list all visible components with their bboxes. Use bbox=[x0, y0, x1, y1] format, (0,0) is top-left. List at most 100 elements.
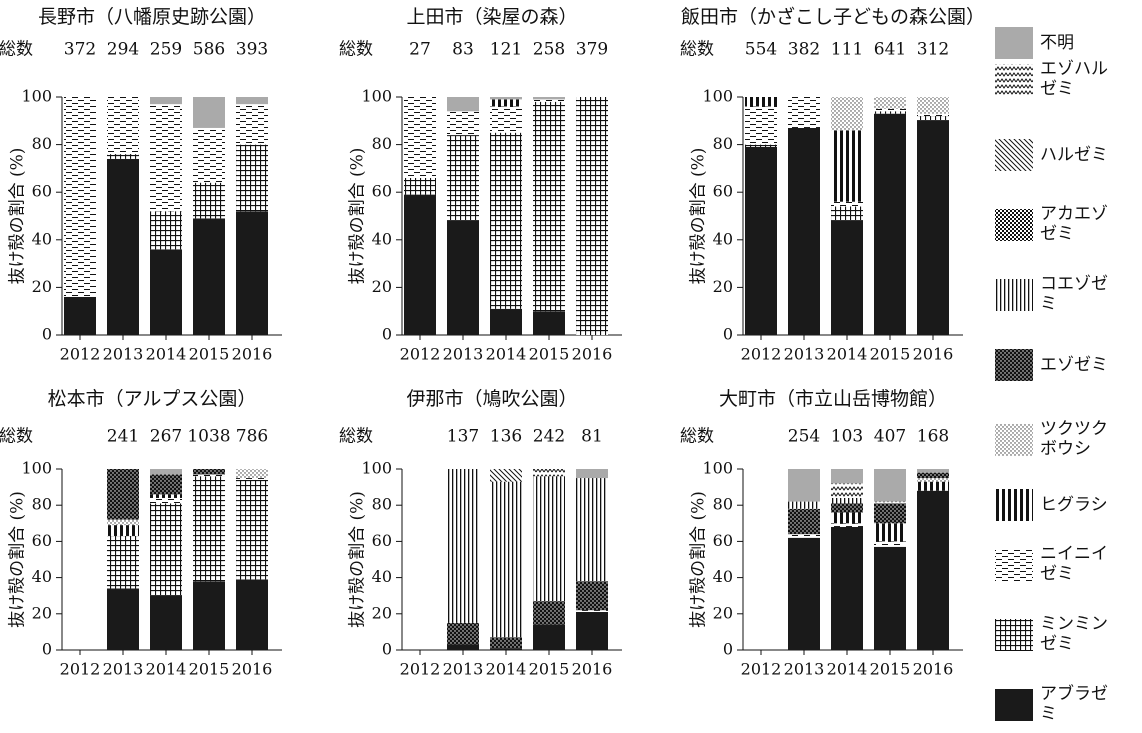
bar-segment bbox=[533, 624, 565, 650]
y-tick-label: 20 bbox=[713, 277, 733, 296]
x-tick-label: 2012 bbox=[60, 345, 101, 364]
legend-label: ヒグラシ bbox=[1040, 495, 1108, 515]
bar-segment bbox=[107, 469, 139, 520]
y-tick-label: 80 bbox=[372, 134, 392, 153]
total-value: 136 bbox=[490, 427, 522, 447]
x-tick-label: 2014 bbox=[146, 660, 187, 679]
bar-segment bbox=[874, 503, 906, 524]
bar-segment bbox=[236, 97, 268, 105]
bar-segment bbox=[193, 182, 225, 219]
total-value: 372 bbox=[64, 40, 96, 60]
y-tick-label: 0 bbox=[382, 640, 392, 659]
legend-label-box: エゾゼミ bbox=[1040, 355, 1108, 375]
x-tick-label: 2016 bbox=[913, 660, 954, 679]
y-tick-label: 60 bbox=[32, 182, 52, 201]
total-value: 267 bbox=[150, 427, 182, 447]
chart-title: 飯田市（かざこし子どもの森公園） bbox=[681, 5, 985, 28]
bar-segment bbox=[533, 101, 565, 312]
bar-segment bbox=[874, 501, 906, 504]
bar-segment bbox=[831, 97, 863, 131]
bar-segment bbox=[447, 644, 479, 650]
y-tick-label: 40 bbox=[32, 567, 52, 586]
y-tick-label: 100 bbox=[702, 87, 733, 106]
bar-segment bbox=[236, 211, 268, 335]
x-tick-label: 2015 bbox=[529, 660, 570, 679]
bar-segment bbox=[490, 132, 522, 309]
bar-segment bbox=[874, 546, 906, 650]
legend-label: アブラゼミ bbox=[1040, 684, 1108, 724]
y-tick-label: 40 bbox=[372, 567, 392, 586]
total-value: 254 bbox=[788, 427, 820, 447]
legend-swatch bbox=[995, 279, 1033, 311]
bar-segment bbox=[150, 469, 182, 475]
bar-segment bbox=[576, 478, 608, 582]
legend-item: ヒグラシ bbox=[995, 489, 1108, 521]
bar-segment bbox=[917, 478, 949, 482]
bar-segment bbox=[533, 99, 565, 102]
y-tick-label: 0 bbox=[42, 325, 52, 344]
bar-segment bbox=[874, 113, 906, 335]
bar-segment bbox=[404, 97, 436, 178]
bar-segment bbox=[788, 97, 820, 128]
y-tick-label: 40 bbox=[32, 229, 52, 248]
bar-segment bbox=[150, 249, 182, 335]
y-tick-label: 100 bbox=[21, 87, 52, 106]
total-value: 258 bbox=[533, 40, 565, 60]
bar-segment bbox=[831, 469, 863, 484]
legend-item: ミンミンゼミ bbox=[995, 614, 1108, 654]
chart-title: 上田市（染屋の森） bbox=[406, 6, 577, 28]
y-tick-label: 80 bbox=[32, 134, 52, 153]
y-tick-label: 100 bbox=[702, 459, 733, 478]
legend-label-box: ハルゼミ bbox=[1040, 145, 1108, 165]
legend-item: アカエゾゼミ bbox=[995, 204, 1108, 244]
legend-item: ツクツクボウシ bbox=[995, 419, 1108, 459]
bar-segment bbox=[874, 111, 906, 114]
bar-segment bbox=[874, 97, 906, 109]
y-tick-label: 40 bbox=[713, 567, 733, 586]
bar-segment bbox=[533, 476, 565, 602]
legend-label-box: 不明 bbox=[1040, 33, 1074, 53]
legend-label: 不明 bbox=[1040, 33, 1074, 53]
bar-segment bbox=[490, 648, 522, 650]
bar-segment bbox=[917, 116, 949, 121]
bar-segment bbox=[533, 469, 565, 477]
bar-segment bbox=[533, 601, 565, 625]
bar-segment bbox=[788, 508, 820, 535]
bar-segment bbox=[576, 581, 608, 611]
bar-segment bbox=[917, 469, 949, 473]
y-tick-label: 0 bbox=[723, 325, 733, 344]
bar-segment bbox=[490, 97, 522, 100]
bar-segment bbox=[107, 158, 139, 335]
total-label: 総数 bbox=[0, 427, 33, 447]
bar-segment bbox=[831, 206, 863, 221]
y-tick-label: 60 bbox=[372, 182, 392, 201]
legend-swatch bbox=[995, 619, 1033, 651]
total-value: 137 bbox=[447, 427, 479, 447]
bar-segment bbox=[831, 523, 863, 527]
bar-segment bbox=[150, 503, 182, 596]
bar-segment bbox=[917, 472, 949, 479]
y-tick-label: 60 bbox=[32, 531, 52, 550]
y-tick-label: 60 bbox=[713, 531, 733, 550]
x-tick-label: 2015 bbox=[870, 660, 911, 679]
y-tick-label: 40 bbox=[713, 229, 733, 248]
total-value: 1038 bbox=[187, 427, 230, 447]
x-tick-label: 2014 bbox=[486, 660, 527, 679]
legend-label: エゾハルゼミ bbox=[1040, 59, 1108, 99]
legend-label: エゾゼミ bbox=[1040, 355, 1108, 375]
total-value: 312 bbox=[917, 40, 949, 60]
bar-segment bbox=[150, 97, 182, 105]
legend-item: コエゾゼミ bbox=[995, 274, 1108, 314]
legend-item: アブラゼミ bbox=[995, 684, 1108, 724]
y-tick-label: 20 bbox=[32, 277, 52, 296]
total-label: 総数 bbox=[680, 40, 714, 60]
y-axis-label: 抜け殻の割合 (%) bbox=[689, 148, 709, 285]
bar-segment bbox=[193, 97, 225, 128]
legend-item: ハルゼミ bbox=[995, 139, 1108, 171]
bar-segment bbox=[788, 127, 820, 335]
bar-segment bbox=[193, 476, 225, 582]
bar-segment bbox=[447, 111, 479, 136]
bar-segment bbox=[107, 97, 139, 155]
total-value: 294 bbox=[107, 40, 139, 60]
legend-swatch bbox=[995, 424, 1033, 456]
